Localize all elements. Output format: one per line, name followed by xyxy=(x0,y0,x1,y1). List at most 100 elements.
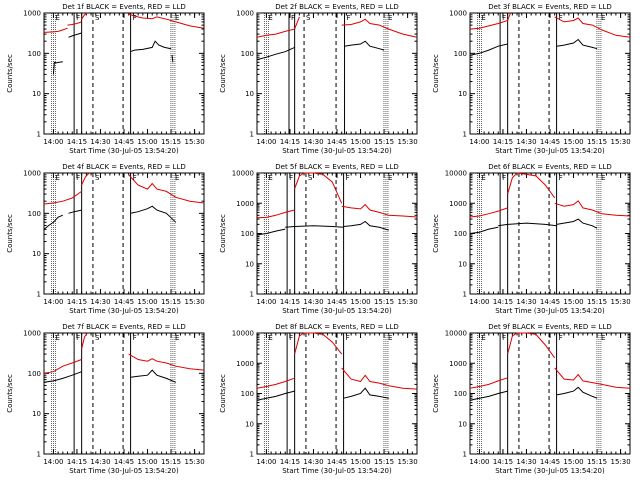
x-tick-label: 15:15 xyxy=(161,298,181,306)
x-axis-label: Start Time (30-Jul-05 13:54:20) xyxy=(69,147,179,155)
region-label: F xyxy=(502,174,506,182)
lld-rate-line xyxy=(256,16,300,38)
events-rate-line xyxy=(130,40,172,53)
region-label: F xyxy=(559,14,563,22)
y-tick-label: 1 xyxy=(250,291,254,299)
lld-rate-line xyxy=(554,16,631,38)
region-label: F xyxy=(133,174,137,182)
region-label: F xyxy=(133,14,137,22)
region-label: E xyxy=(175,334,179,342)
events-rate-line xyxy=(52,61,63,75)
region-label: F xyxy=(502,14,506,22)
x-tick-label: 15:15 xyxy=(587,458,607,466)
y-tick-label: 1 xyxy=(37,451,41,459)
region-label: F xyxy=(502,334,506,342)
region-label: S xyxy=(308,174,313,182)
events-rate-line xyxy=(469,43,508,56)
x-tick-label: 15:30 xyxy=(397,298,417,306)
y-axis-label: Counts/sec xyxy=(6,374,14,413)
panel-title: Det 5f BLACK = Events, RED = LLD xyxy=(275,163,398,171)
x-axis-label: Start Time (30-Jul-05 13:54:20) xyxy=(282,307,392,315)
region-label: E xyxy=(55,334,59,342)
y-tick-label: 100 xyxy=(454,390,467,398)
events-rate-line xyxy=(68,32,82,38)
plot-frame xyxy=(43,172,205,295)
lld-rate-line xyxy=(294,172,343,204)
lld-rate-line xyxy=(81,332,88,350)
x-tick-label: 14:30 xyxy=(303,138,323,146)
x-tick-label: 15:15 xyxy=(374,458,394,466)
y-tick-label: 10000 xyxy=(232,330,254,338)
panel-title: Det 7f BLACK = Events, RED = LLD xyxy=(62,323,185,331)
events-rate-line xyxy=(68,209,82,214)
y-tick-label: 100 xyxy=(28,50,41,58)
y-axis-label: Counts/sec xyxy=(6,54,14,93)
x-tick-label: 14:30 xyxy=(90,458,110,466)
region-label: F xyxy=(289,174,293,182)
y-tick-label: 10 xyxy=(32,410,41,418)
y-tick-label: 10 xyxy=(245,420,254,428)
x-tick-label: 15:15 xyxy=(161,458,181,466)
y-tick-label: 10 xyxy=(245,90,254,98)
events-rate-line xyxy=(344,40,385,51)
lld-rate-line xyxy=(507,172,556,199)
events-rate-line xyxy=(469,226,499,234)
region-label: E xyxy=(268,174,272,182)
y-tick-label: 1000 xyxy=(23,330,41,338)
x-tick-label: 15:15 xyxy=(587,138,607,146)
x-tick-label: 15:00 xyxy=(563,138,583,146)
y-tick-label: 100 xyxy=(28,210,41,218)
region-label: E xyxy=(268,334,272,342)
y-tick-label: 10 xyxy=(458,90,467,98)
x-tick-label: 14:15 xyxy=(280,458,300,466)
y-tick-label: 10 xyxy=(245,260,254,268)
x-tick-label: 15:30 xyxy=(184,298,204,306)
region-label: E xyxy=(55,174,59,182)
x-tick-label: 15:00 xyxy=(137,458,157,466)
lld-rate-line xyxy=(67,21,82,26)
y-tick-label: 1000 xyxy=(449,10,467,18)
lld-rate-line xyxy=(341,367,418,390)
events-rate-line xyxy=(556,38,598,50)
x-tick-label: 15:00 xyxy=(137,138,157,146)
x-tick-label: 14:45 xyxy=(114,138,134,146)
lld-rate-line xyxy=(341,18,418,38)
x-tick-label: 15:00 xyxy=(563,298,583,306)
x-tick-label: 15:15 xyxy=(374,298,394,306)
region-label: E xyxy=(481,174,485,182)
plot-frame xyxy=(256,172,418,295)
x-tick-label: 14:30 xyxy=(90,298,110,306)
region-label: E xyxy=(388,334,392,342)
y-tick-label: 1000 xyxy=(23,170,41,178)
region-label: E xyxy=(175,174,179,182)
y-axis-label: Counts/sec xyxy=(432,214,440,253)
y-axis-label: Counts/sec xyxy=(219,214,227,253)
y-tick-label: 1 xyxy=(37,131,41,139)
events-rate-line xyxy=(256,390,295,401)
events-rate-line xyxy=(469,390,508,401)
region-label: F xyxy=(346,174,350,182)
region-label: F xyxy=(76,174,80,182)
x-tick-label: 15:30 xyxy=(184,458,204,466)
y-tick-label: 1000 xyxy=(236,10,254,18)
events-rate-line xyxy=(556,218,598,229)
y-tick-label: 1 xyxy=(463,291,467,299)
lld-rate-line xyxy=(43,27,68,33)
lld-rate-line xyxy=(294,332,343,355)
lld-rate-line xyxy=(81,12,88,20)
lld-rate-line xyxy=(469,377,508,389)
region-label: E xyxy=(601,14,605,22)
region-label: E xyxy=(481,14,485,22)
y-tick-label: 1000 xyxy=(449,200,467,208)
x-tick-label: 14:15 xyxy=(280,138,300,146)
y-tick-label: 1 xyxy=(250,131,254,139)
x-tick-label: 15:15 xyxy=(587,298,607,306)
y-axis-label: Counts/sec xyxy=(219,54,227,93)
events-rate-line xyxy=(256,228,286,236)
events-rate-line xyxy=(343,387,389,399)
lld-rate-line xyxy=(128,13,205,29)
